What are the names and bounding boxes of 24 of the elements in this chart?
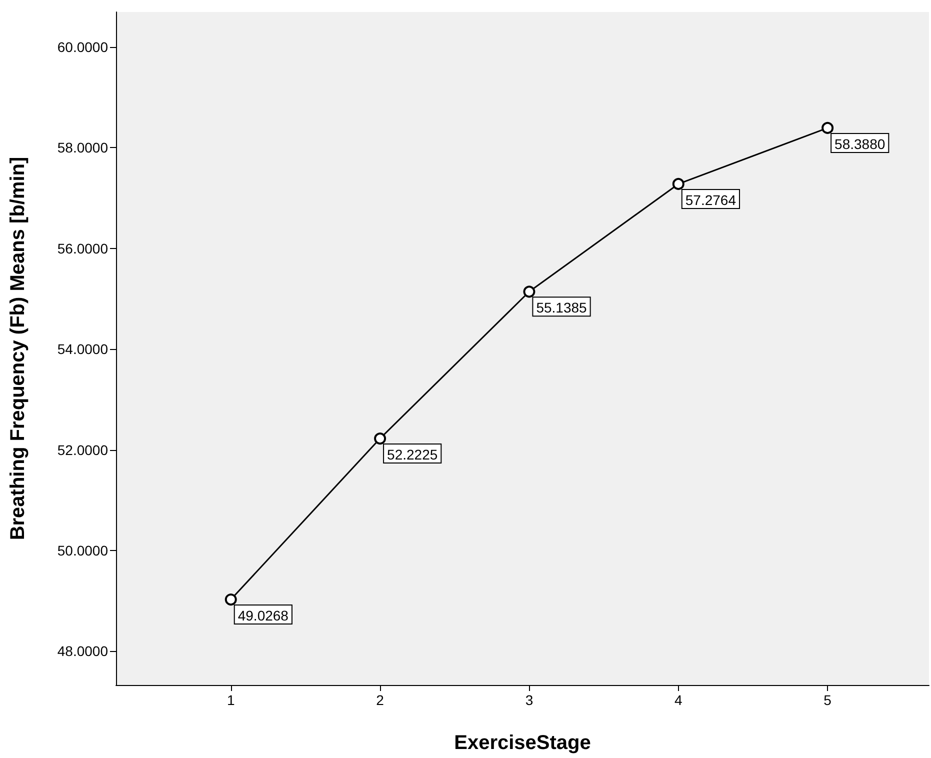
point [523,286,536,298]
y-tick-label: 52.0000 [57,442,108,458]
x-axis-title: ExerciseStage [454,732,591,754]
data-label: 57.2764 [685,192,736,208]
x-tick-label: 3 [525,692,534,708]
y-tick-label: 56.0000 [57,240,108,256]
point [224,594,237,606]
y-tick-label: 50.0000 [57,542,108,558]
data-label: 58.3880 [834,136,886,152]
data-label: 55.1385 [536,300,588,316]
data-label: 49.0268 [238,608,289,624]
x-tick-label: 5 [824,692,832,708]
x-tick-label: 1 [226,692,235,708]
point [822,122,834,134]
y-tick-label: 58.0000 [57,140,108,156]
point [374,432,386,445]
y-tick-label: 48.0000 [57,643,108,660]
x-tick-label: 4 [674,692,682,708]
y-axis-title: Breathing Frequency (Fb) Means [b/min] [7,156,29,540]
point [672,178,684,190]
x-tick-label: 2 [376,692,384,708]
y-tick-label: 54.0000 [57,341,108,358]
y-tick-label: 60.0000 [57,38,108,55]
data-label: 52.2225 [387,446,438,463]
